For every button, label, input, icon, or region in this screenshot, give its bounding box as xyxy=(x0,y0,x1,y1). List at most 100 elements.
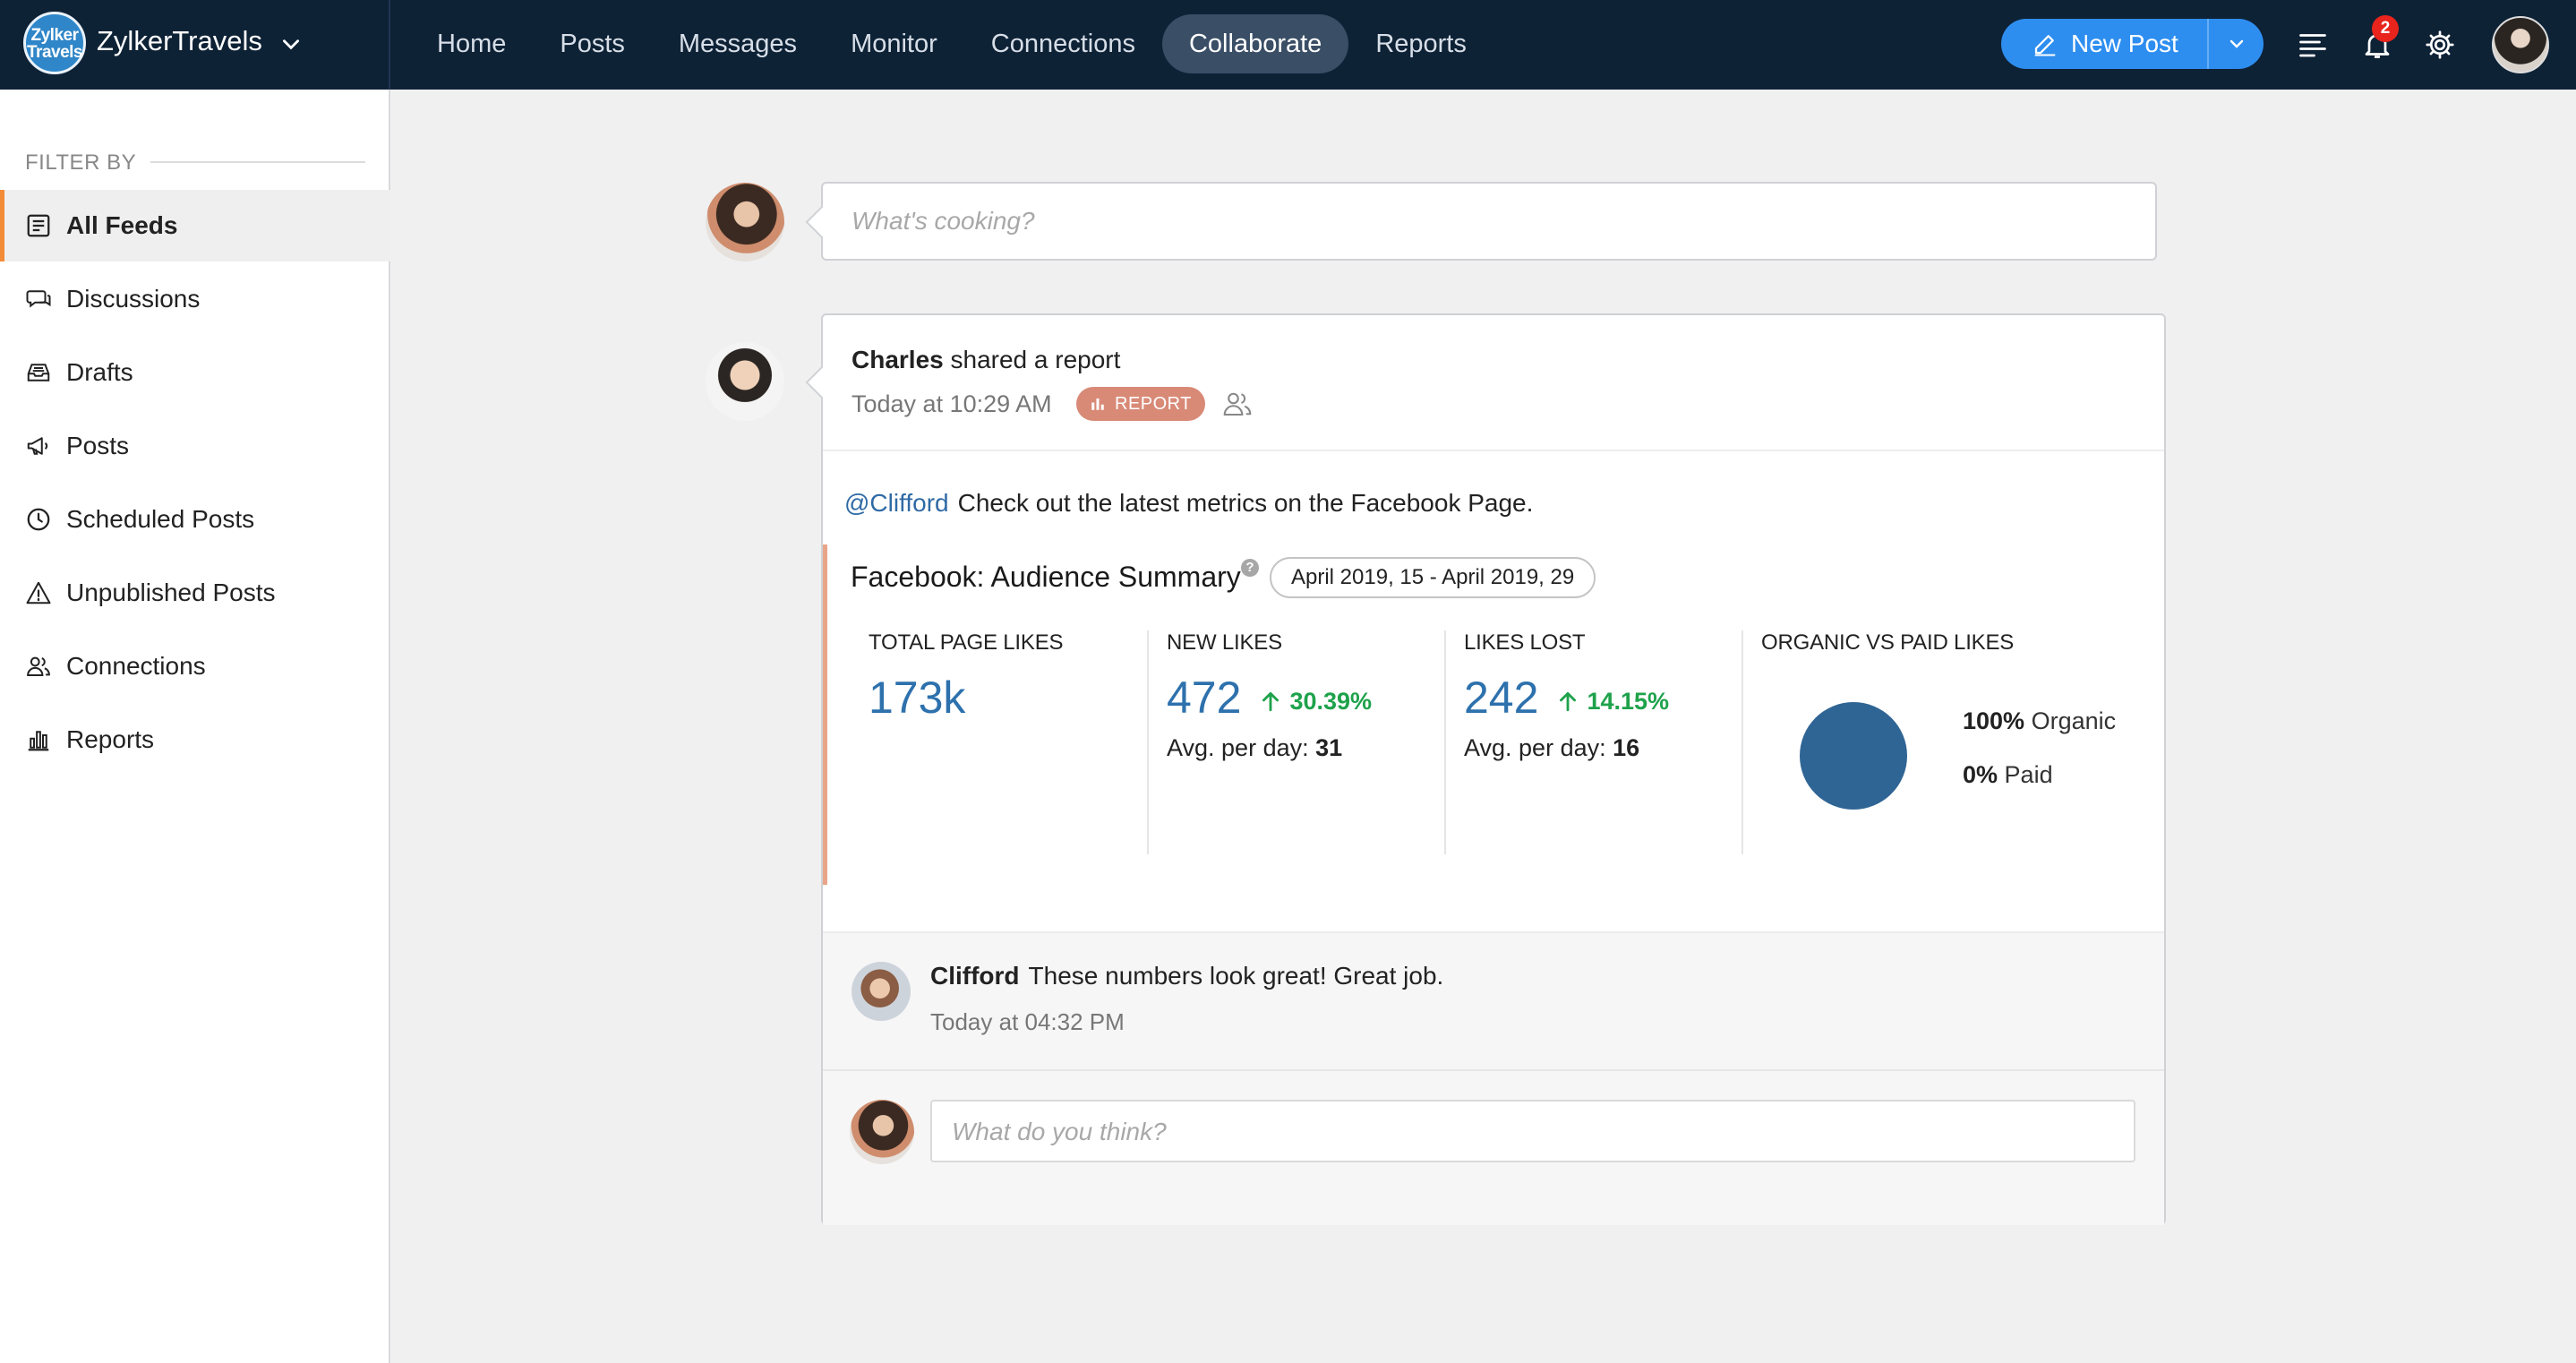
metric-number: 472 xyxy=(1167,673,1242,723)
metric-organic-vs-paid: ORGANIC VS PAID LIKES xyxy=(1761,630,2137,854)
comment-divider xyxy=(823,1069,2164,1071)
megaphone-icon xyxy=(27,437,48,455)
arrow-up-icon xyxy=(1560,691,1577,712)
main-nav: Home Posts Messages Monitor Connections … xyxy=(410,14,1493,73)
chevron-down-icon xyxy=(2229,39,2243,48)
current-user-avatar xyxy=(706,183,784,261)
metric-divider xyxy=(1444,630,1446,854)
new-post-button[interactable]: New Post xyxy=(2001,19,2207,69)
nav-posts[interactable]: Posts xyxy=(560,29,625,58)
brand-switcher[interactable]: Zylker Travels ZylkerTravels xyxy=(0,0,390,90)
metric-change: 14.15% xyxy=(1556,688,1669,716)
metric-change-value: 30.39% xyxy=(1289,687,1373,715)
clock-icon xyxy=(27,508,50,531)
sidebar: FILTER BY All Feeds Discussions Drafts P… xyxy=(0,90,390,1363)
card-header: Charles shared a report Today at 10:29 A… xyxy=(823,315,2164,451)
inbox-tray-icon xyxy=(27,364,50,381)
metric-average: Avg. per day: 16 xyxy=(1464,734,1742,762)
new-post-dropdown-button[interactable] xyxy=(2207,19,2264,69)
comment-section: Clifford These numbers look great! Great … xyxy=(823,931,2164,1225)
report-tag-label: REPORT xyxy=(1115,393,1192,414)
nav-collaborate[interactable]: Collaborate xyxy=(1161,14,1349,73)
user-avatar[interactable] xyxy=(2492,16,2549,73)
metric-number: 242 xyxy=(1464,673,1539,723)
gear-icon[interactable] xyxy=(2422,27,2458,63)
legend-organic: 100% Organic xyxy=(1963,707,2116,735)
commenter-name[interactable]: Clifford xyxy=(930,962,1020,990)
post-action: shared a report xyxy=(950,346,1121,373)
comment-text: These numbers look great! Great job. xyxy=(1028,962,1444,990)
author-line: Charles shared a report xyxy=(852,346,1120,374)
help-icon[interactable]: ? xyxy=(1241,559,1259,577)
sidebar-item-connections[interactable]: Connections xyxy=(0,630,390,702)
sidebar-item-reports[interactable]: Reports xyxy=(0,704,390,776)
reply-input[interactable]: What do you think? xyxy=(930,1100,2135,1162)
sidebar-item-posts[interactable]: Posts xyxy=(0,410,390,482)
commenter-avatar[interactable] xyxy=(852,962,911,1021)
metric-divider xyxy=(1147,630,1149,854)
brand-logo: Zylker Travels xyxy=(23,12,86,74)
report-tag: REPORT xyxy=(1076,387,1205,421)
organic-pct: 100% xyxy=(1963,707,2025,734)
menu-lines-icon[interactable] xyxy=(2295,27,2331,63)
people-icon[interactable] xyxy=(1221,388,1254,420)
metric-change-value: 14.15% xyxy=(1587,687,1670,715)
organic-label: Organic xyxy=(2031,707,2117,734)
shared-report-card: Charles shared a report Today at 10:29 A… xyxy=(821,313,2166,1225)
sidebar-item-label: All Feeds xyxy=(66,211,178,239)
nav-home[interactable]: Home xyxy=(437,29,507,58)
sidebar-item-label: Connections xyxy=(66,652,206,680)
comment-body: Clifford These numbers look great! Great … xyxy=(930,962,1443,990)
people-icon xyxy=(27,656,50,676)
reply-user-avatar xyxy=(850,1100,914,1164)
post-composer[interactable]: What's cooking? xyxy=(821,182,2157,261)
sidebar-item-label: Reports xyxy=(66,725,155,753)
sidebar-item-drafts[interactable]: Drafts xyxy=(0,337,390,408)
brand-name: ZylkerTravels xyxy=(97,25,262,56)
paid-label: Paid xyxy=(2004,761,2053,788)
paid-pct: 0% xyxy=(1963,761,1998,788)
avg-value: 16 xyxy=(1613,734,1640,761)
feeds-icon xyxy=(27,214,50,237)
new-post-label: New Post xyxy=(2071,30,2178,57)
sidebar-item-label: Posts xyxy=(66,432,130,459)
bar-chart-icon xyxy=(1091,399,1104,410)
metric-total-page-likes: TOTAL PAGE LIKES 173k xyxy=(869,630,1146,854)
metric-new-likes: NEW LIKES 472 30.39% Avg. per day: 31 xyxy=(1167,630,1444,854)
nav-messages[interactable]: Messages xyxy=(678,29,798,58)
author-name[interactable]: Charles xyxy=(852,346,944,373)
nav-reports[interactable]: Reports xyxy=(1375,29,1467,58)
mention-link[interactable]: @Clifford xyxy=(844,489,949,517)
metric-label: LIKES LOST xyxy=(1464,630,1586,655)
post-message-text: Check out the latest metrics on the Face… xyxy=(957,489,1534,517)
metric-value: 472 30.39% xyxy=(1167,672,1444,724)
nav-monitor[interactable]: Monitor xyxy=(851,29,937,58)
arrow-up-icon xyxy=(1262,691,1279,712)
organic-paid-pie xyxy=(1800,702,1907,810)
legend-paid: 0% Paid xyxy=(1963,761,2053,789)
metric-label: TOTAL PAGE LIKES xyxy=(869,630,1064,655)
chat-bubbles-icon xyxy=(26,290,51,308)
metric-divider xyxy=(1742,630,1743,854)
metric-change: 30.39% xyxy=(1259,688,1372,716)
sidebar-item-discussions[interactable]: Discussions xyxy=(0,263,390,335)
metric-value: 242 14.15% xyxy=(1464,672,1742,724)
metric-average: Avg. per day: 31 xyxy=(1167,734,1444,762)
comment-timestamp: Today at 04:32 PM xyxy=(930,1008,1125,1035)
notification-badge: 2 xyxy=(2372,15,2399,42)
nav-connections[interactable]: Connections xyxy=(990,29,1135,58)
sidebar-item-label: Unpublished Posts xyxy=(66,579,276,606)
sidebar-item-unpublished-posts[interactable]: Unpublished Posts xyxy=(0,557,390,629)
sidebar-item-all-feeds[interactable]: All Feeds xyxy=(0,190,390,261)
bar-chart-icon xyxy=(28,731,49,751)
metric-likes-lost: LIKES LOST 242 14.15% Avg. per day: 16 xyxy=(1464,630,1742,854)
new-post-button-group: New Post xyxy=(2001,19,2264,69)
metric-label: NEW LIKES xyxy=(1167,630,1282,655)
avg-label: Avg. per day: xyxy=(1167,734,1309,761)
post-timestamp: Today at 10:29 AM xyxy=(852,390,1052,417)
author-avatar[interactable] xyxy=(706,342,784,421)
metric-number: 173k xyxy=(869,673,966,723)
warning-icon xyxy=(26,581,51,604)
sidebar-item-label: Discussions xyxy=(66,285,201,313)
sidebar-item-scheduled-posts[interactable]: Scheduled Posts xyxy=(0,484,390,555)
